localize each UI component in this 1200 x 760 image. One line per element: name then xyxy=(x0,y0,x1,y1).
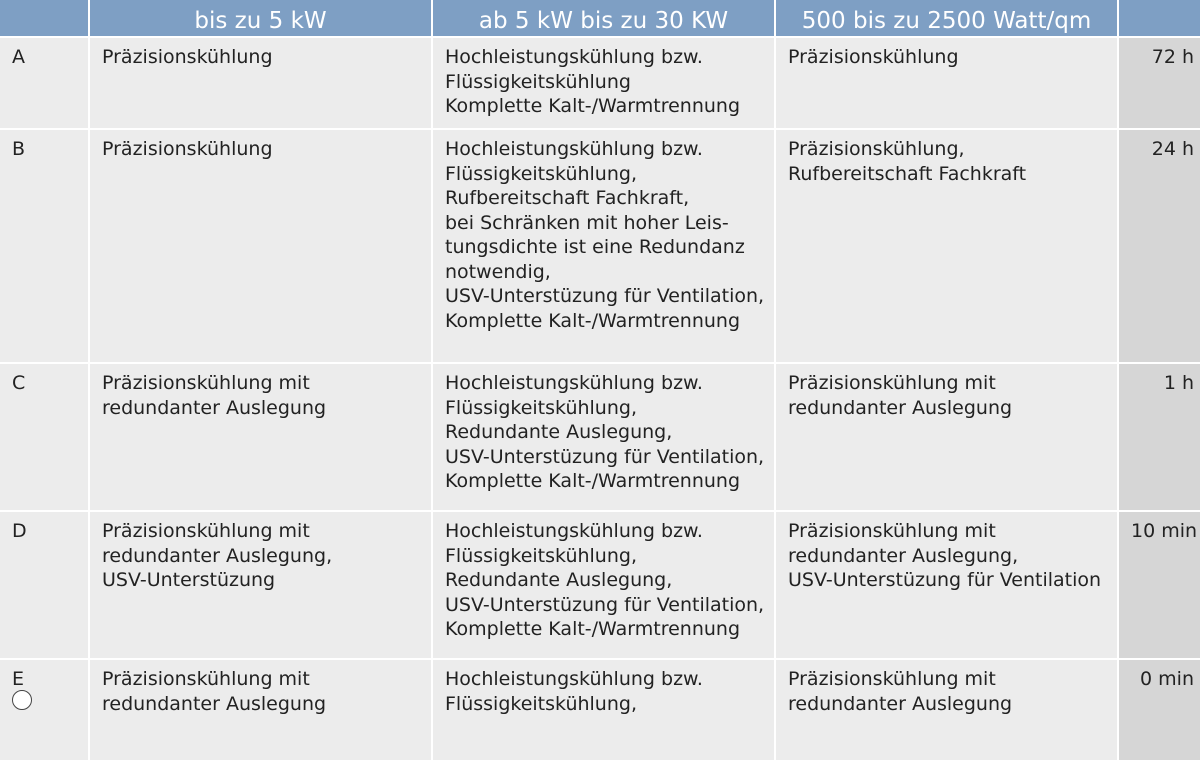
cell-line: USV-Unterstüzung für Ventilation xyxy=(788,569,1102,591)
time: 10 min xyxy=(1131,520,1198,542)
cell-line: Präzisionskühlung mit xyxy=(102,520,310,542)
cell-line: Flüssigkeitskühlung, xyxy=(445,692,637,715)
cell-line: Flüssigkeitskühlung, xyxy=(445,544,637,567)
cell-line: Komplette Kalt-/Warmtrennung xyxy=(445,95,741,117)
cell: Präzisionskühlung mit redundanter Auslegu… xyxy=(776,660,1117,760)
cell: Präzisionskühlung mit redundanter Auslegu… xyxy=(90,660,431,760)
header-cell: bis zu 5 kW xyxy=(90,0,431,36)
row-label-cell: D xyxy=(0,512,88,658)
cell-line: redundanter Auslegung, xyxy=(788,544,1019,567)
cell-line: Präzisionskühlung mit xyxy=(102,372,310,394)
cell-line: Präzisionskühlung mit xyxy=(102,668,310,690)
header-cell xyxy=(1119,0,1200,36)
time-cell: 10 min xyxy=(1119,512,1200,658)
copyright-icon xyxy=(12,690,32,710)
row-label: E xyxy=(12,668,25,690)
header-cell: 500 bis zu 2500 Watt/qm xyxy=(776,0,1117,36)
time: 72 h xyxy=(1151,46,1194,68)
cell: Präzisionskühlung mit redundanter Auslegu… xyxy=(90,512,431,658)
cell-line: USV-Unterstüzung für Ventilation, xyxy=(445,445,765,468)
cell-line: Flüssigkeitskühlung xyxy=(445,70,631,93)
row-label-cell: C xyxy=(0,364,88,510)
cell-line: Präzisionskühlung mit xyxy=(788,520,996,542)
cell-line: Hochleistungskühlung bzw. xyxy=(445,46,703,68)
time: 1 h xyxy=(1163,372,1194,394)
cell: Hochleistungskühlung bzw. Flüssigkeitsküh… xyxy=(433,660,774,760)
cell: Präzisionskühlung xyxy=(776,38,1117,128)
cell-line: Rufbereitschaft Fachkraft xyxy=(788,162,1027,185)
row-label-cell: E xyxy=(0,660,88,760)
cell-line: USV-Unterstüzung für Ventilation, xyxy=(445,285,765,307)
cell: Hochleistungskühlung bzw. Flüssigkeitsküh… xyxy=(433,130,774,362)
row-label: A xyxy=(12,46,25,68)
cell-line: Präzisionskühlung xyxy=(102,138,273,160)
cell-line: Präzisionskühlung mit xyxy=(788,372,996,394)
cell-line: Rufbereitschaft Fachkraft, xyxy=(445,187,690,209)
time-cell: 72 h xyxy=(1119,38,1200,128)
row-label: D xyxy=(12,520,27,542)
cell-line: Hochleistungskühlung bzw. xyxy=(445,372,703,394)
cell-line: Präzisionskühlung xyxy=(102,46,273,68)
cell-line: USV-Unterstüzung xyxy=(102,569,276,591)
cell: Präzisionskühlung, Rufbereitschaft Fachkr… xyxy=(776,130,1117,362)
cell-line: Präzisionskühlung xyxy=(788,46,959,68)
cell: Präzisionskühlung mit redundanter Auslegu… xyxy=(776,364,1117,510)
cell-line: Komplette Kalt-/Warmtrennung xyxy=(445,470,741,492)
cell-line: Präzisionskühlung mit xyxy=(788,668,996,690)
cell-line: Redundante Auslegung, xyxy=(445,569,673,591)
cell-line: redundanter Auslegung xyxy=(102,396,327,419)
cell-line: Präzisionskühlung, xyxy=(788,138,965,160)
time: 0 min xyxy=(1140,668,1194,690)
row-label-cell: A xyxy=(0,38,88,128)
cell-line: redundanter Auslegung xyxy=(102,692,327,715)
time-cell: 0 min xyxy=(1119,660,1200,760)
row-label: C xyxy=(12,372,26,394)
cell-line: tungsdichte ist eine Redundanz xyxy=(445,236,745,258)
cell-line: redundanter Auslegung xyxy=(788,396,1013,419)
cell-line: Flüssigkeitskühlung, xyxy=(445,162,637,185)
cell-line: bei Schränken mit hoher Leis- xyxy=(445,211,729,234)
cell: Präzisionskühlung mit redundanter Auslegu… xyxy=(776,512,1117,658)
cell-line: Flüssigkeitskühlung, xyxy=(445,396,637,419)
cell: Hochleistungskühlung bzw. Flüssigkeitsküh… xyxy=(433,364,774,510)
row-label: B xyxy=(12,138,26,160)
cell: Präzisionskühlung mit redundanter Auslegu… xyxy=(90,364,431,510)
cell-line: Komplette Kalt-/Warmtrennung xyxy=(445,309,741,332)
cell-line: USV-Unterstüzung für Ventilation, xyxy=(445,593,765,616)
time: 24 h xyxy=(1151,138,1194,160)
header-cell: ab 5 kW bis zu 30 KW xyxy=(433,0,774,36)
cell-line: Hochleistungskühlung bzw. xyxy=(445,138,703,160)
cell: Hochleistungskühlung bzw. Flüssigkeitsküh… xyxy=(433,512,774,658)
cell: Präzisionskühlung xyxy=(90,130,431,362)
time-cell: 1 h xyxy=(1119,364,1200,510)
cell: Hochleistungskühlung bzw. Flüssigkeitsküh… xyxy=(433,38,774,128)
cell-line: Redundante Auslegung, xyxy=(445,421,673,443)
header-cell xyxy=(0,0,88,36)
row-label-cell: B xyxy=(0,130,88,362)
cell-line: redundanter Auslegung, xyxy=(102,544,333,567)
cell-line: Hochleistungskühlung bzw. xyxy=(445,668,703,690)
cell: Präzisionskühlung xyxy=(90,38,431,128)
cell-line: Komplette Kalt-/Warmtrennung xyxy=(445,618,741,640)
time-cell: 24 h xyxy=(1119,130,1200,362)
cell-line: redundanter Auslegung xyxy=(788,692,1013,715)
cell-line: notwendig, xyxy=(445,260,551,283)
cell-line: Hochleistungskühlung bzw. xyxy=(445,520,703,542)
